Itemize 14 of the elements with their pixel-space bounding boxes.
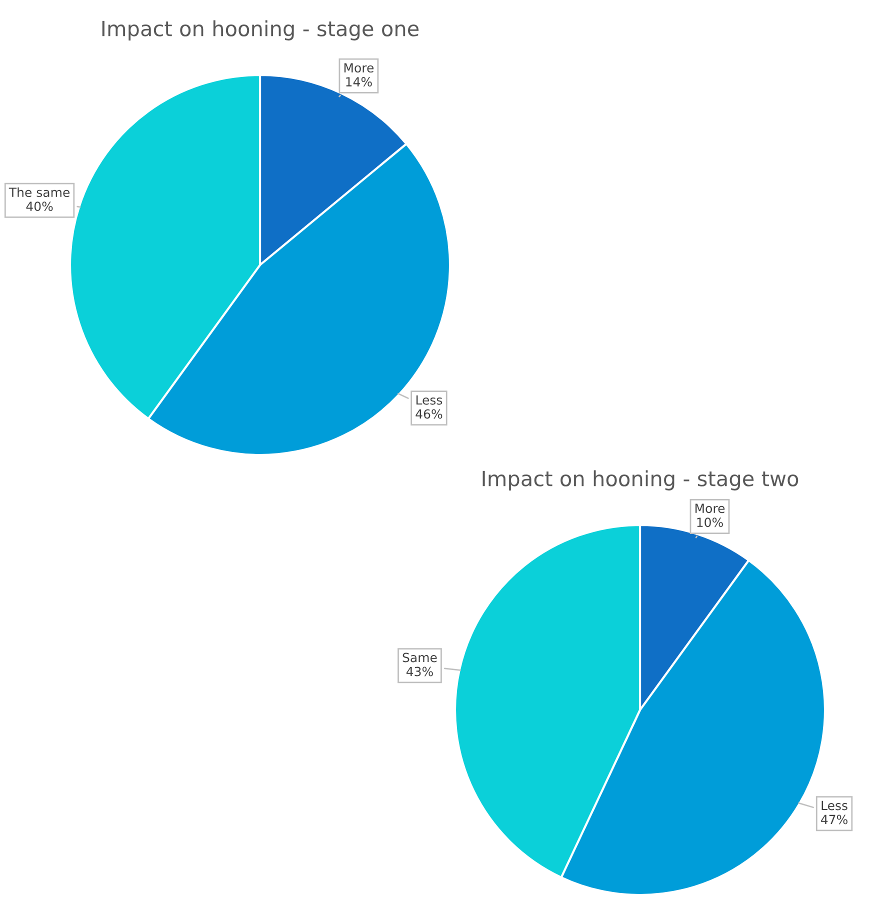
- slice-label: More: [344, 63, 374, 73]
- data-label: 43%: [406, 666, 433, 676]
- data-label: 10%: [697, 518, 723, 528]
- chart-title: Impact on hooning - stage two: [482, 470, 798, 490]
- slice-label: Same: [402, 652, 437, 662]
- data-label: 40%: [26, 202, 53, 212]
- data-label: 47%: [820, 814, 848, 824]
- data-label: 46%: [416, 409, 442, 419]
- chart-title: Impact on hooning - stage one: [102, 20, 419, 40]
- slice-label: Less: [416, 395, 442, 405]
- slice-label: The same: [8, 187, 70, 198]
- slice-label: More: [695, 504, 725, 514]
- slice-label: Less: [822, 800, 848, 810]
- data-label: 14%: [346, 77, 372, 87]
